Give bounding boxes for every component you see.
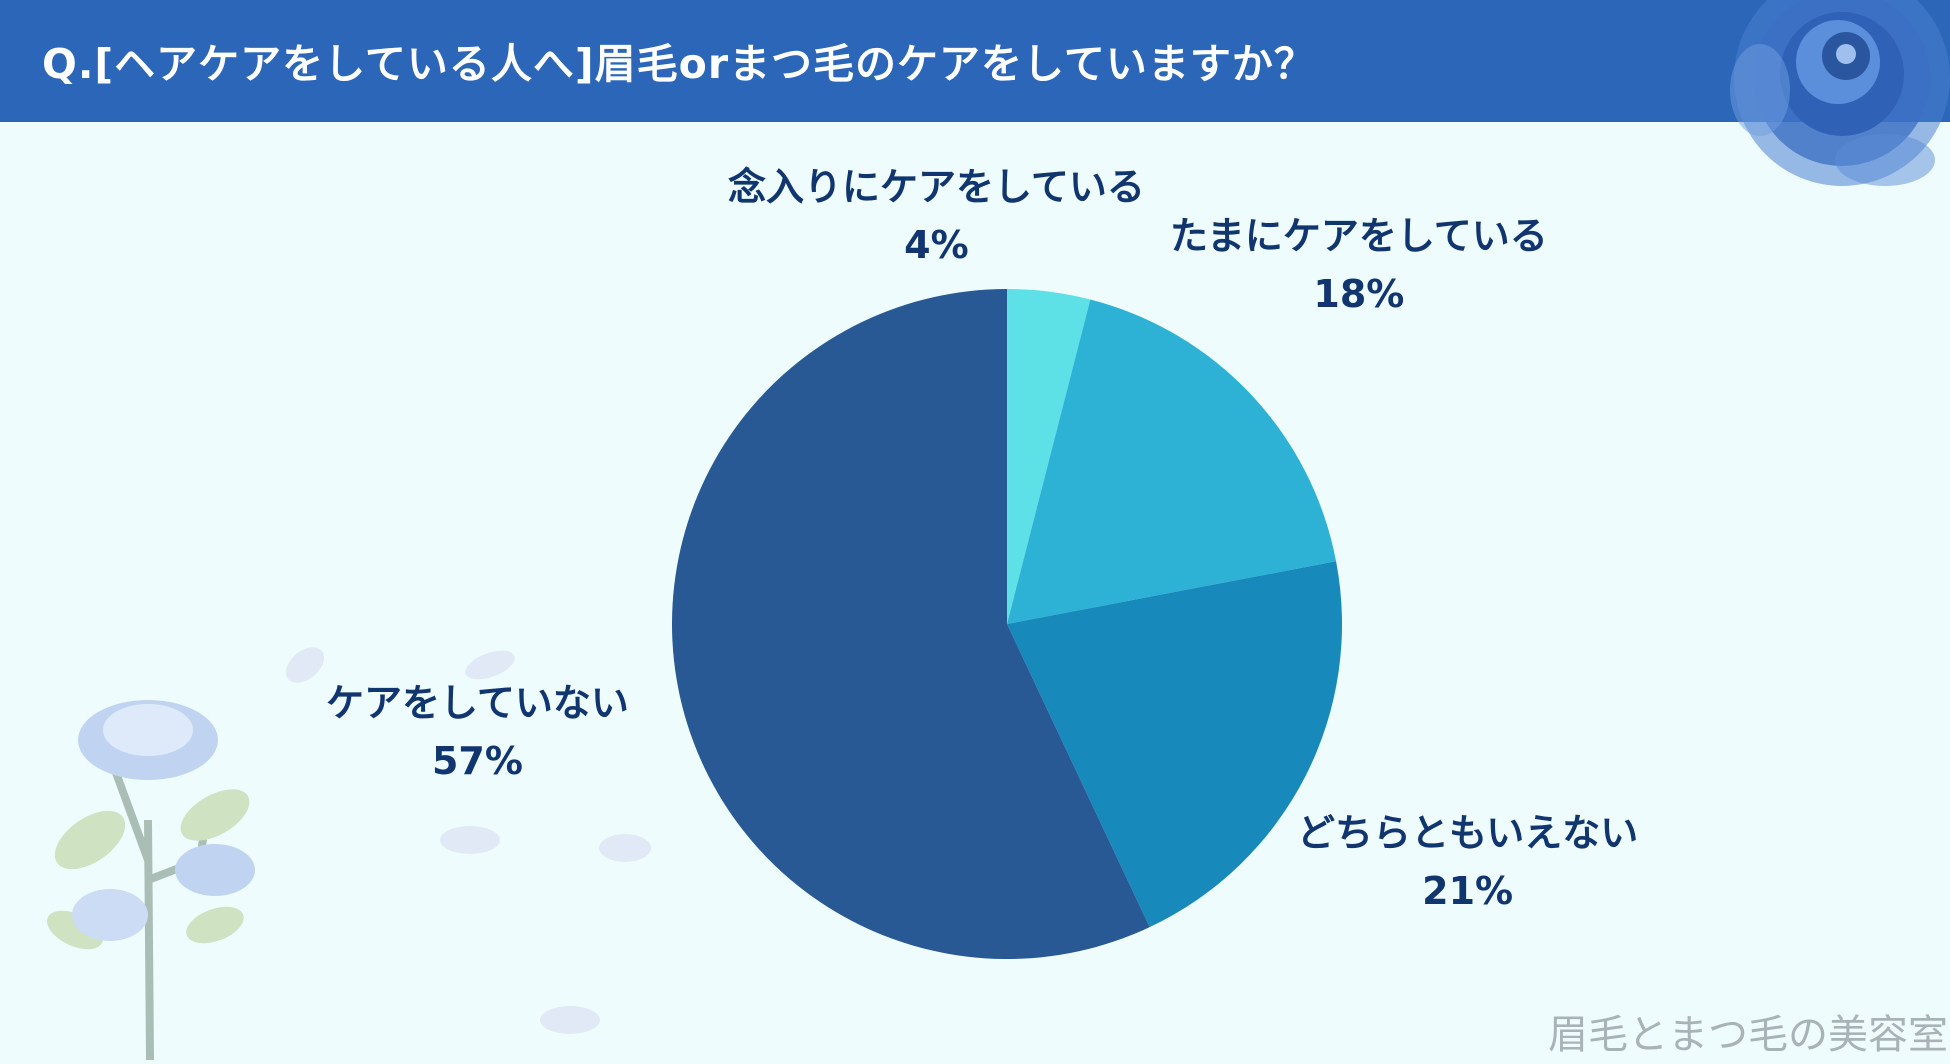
slice-label-1: たまにケアをしている 18% bbox=[1170, 214, 1548, 316]
pie-slice-2 bbox=[1007, 561, 1342, 928]
pie-chart bbox=[672, 289, 1342, 959]
page-title: Q.[ヘアケアをしている人へ]眉毛orまつ毛のケアをしていますか？ bbox=[42, 40, 1316, 88]
slice-label-0: 念入りにケアをしている 4% bbox=[728, 165, 1145, 267]
pie-slice-3 bbox=[672, 289, 1150, 959]
slice-label-2: どちらともいえない 21% bbox=[1297, 811, 1639, 913]
watermark-text: 眉毛とまつ毛の美容室 bbox=[1548, 1012, 1948, 1058]
pie-slice-1 bbox=[1007, 299, 1337, 624]
pie-slice-0 bbox=[1007, 289, 1091, 624]
title-bar: Q.[ヘアケアをしている人へ]眉毛orまつ毛のケアをしていますか？ bbox=[0, 0, 1950, 122]
rose-branch-decoration bbox=[46, 647, 651, 1061]
blue-rose-decoration bbox=[1730, 0, 1950, 186]
slice-label-3: ケアをしていない 57% bbox=[326, 681, 629, 783]
